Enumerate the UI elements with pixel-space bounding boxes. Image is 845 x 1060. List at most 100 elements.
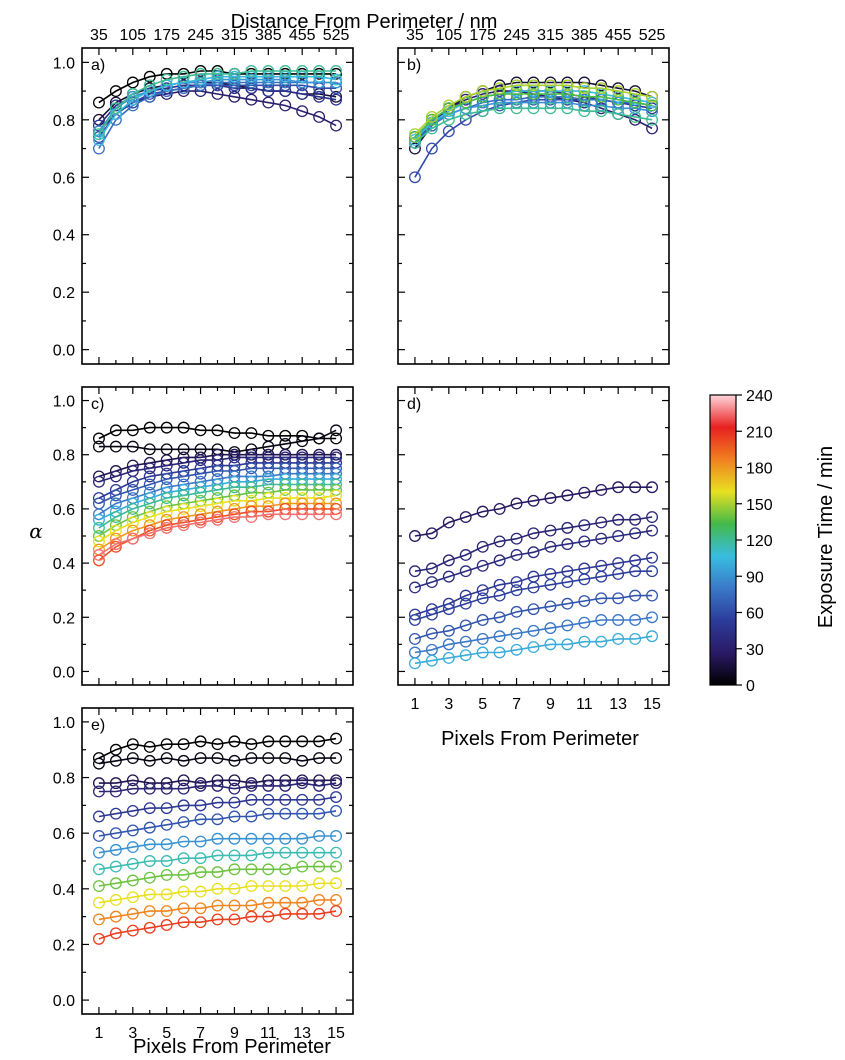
data-point — [296, 793, 309, 806]
data-point — [296, 860, 309, 873]
series-35-min — [408, 511, 659, 578]
data-point — [408, 171, 421, 184]
data-point — [578, 595, 591, 607]
data-point — [228, 849, 241, 862]
data-point — [92, 440, 105, 453]
data-point — [612, 108, 625, 121]
data-point — [245, 65, 258, 77]
data-point — [296, 907, 309, 920]
data-point — [245, 779, 258, 792]
data-point — [143, 888, 156, 901]
series-120-min — [408, 102, 659, 149]
data-point — [629, 589, 642, 602]
colorbar-tick-label: 210 — [746, 424, 773, 441]
data-point — [177, 902, 190, 915]
data-point — [143, 754, 156, 767]
data-point — [425, 654, 438, 667]
data-point — [313, 893, 326, 906]
data-point — [143, 497, 156, 510]
data-point — [313, 67, 326, 80]
data-point — [228, 882, 241, 895]
data-point — [177, 79, 190, 92]
series-100-min — [408, 630, 659, 670]
data-point — [459, 619, 472, 632]
data-point — [330, 424, 343, 437]
x-tick-label: 15 — [643, 696, 661, 713]
data-point — [262, 492, 275, 505]
data-point — [330, 877, 343, 890]
data-point — [177, 868, 190, 881]
data-point — [143, 802, 156, 815]
data-point — [408, 632, 421, 645]
data-point — [510, 584, 523, 597]
data-point — [92, 880, 105, 892]
colorbar-tick-label: 150 — [746, 497, 773, 514]
series-35-min — [92, 777, 343, 798]
data-point — [177, 443, 190, 456]
data-point — [160, 782, 173, 795]
data-point — [262, 73, 275, 86]
data-point — [578, 635, 591, 648]
data-point — [177, 835, 190, 848]
data-point — [160, 521, 173, 534]
data-point — [578, 486, 591, 499]
data-point — [527, 624, 540, 637]
data-point — [425, 113, 438, 126]
series-25-min — [408, 481, 659, 542]
data-point — [126, 857, 139, 870]
data-point — [211, 88, 224, 100]
data-point — [160, 802, 173, 815]
y-tick-label: 0.6 — [53, 502, 75, 519]
data-point — [459, 635, 472, 648]
data-point — [476, 559, 489, 572]
data-point — [160, 838, 173, 851]
data-point — [296, 65, 309, 77]
data-point — [459, 511, 472, 523]
data-point — [493, 535, 506, 548]
x-tick-label: 3 — [128, 1025, 137, 1042]
data-point — [476, 505, 489, 518]
data-point — [194, 516, 207, 529]
data-point — [544, 540, 557, 553]
data-point — [493, 611, 506, 624]
data-point — [143, 70, 156, 83]
data-point — [629, 110, 642, 123]
data-point — [143, 470, 156, 483]
data-point — [211, 511, 224, 523]
data-point — [313, 793, 326, 806]
data-point — [279, 73, 292, 86]
data-point — [330, 90, 343, 103]
data-point — [425, 527, 438, 540]
series-205-min — [92, 905, 343, 945]
data-point — [313, 735, 326, 748]
data-point — [408, 136, 421, 149]
data-point — [245, 910, 258, 923]
data-point — [279, 863, 292, 876]
series-150-min — [408, 79, 659, 141]
y-tick-label: 0.2 — [53, 610, 75, 627]
data-point — [160, 905, 173, 918]
data-point — [109, 893, 122, 906]
data-point — [262, 478, 275, 491]
data-point — [177, 774, 190, 787]
data-point — [425, 576, 438, 589]
data-point — [442, 603, 455, 616]
data-point — [561, 88, 574, 100]
data-point — [527, 76, 540, 89]
data-point — [296, 735, 309, 748]
data-point — [330, 774, 343, 787]
data-point — [211, 913, 224, 926]
data-point — [646, 96, 659, 109]
data-point — [177, 489, 190, 502]
data-point — [262, 505, 275, 518]
data-point — [194, 813, 207, 826]
data-point — [177, 852, 190, 865]
data-point — [92, 757, 105, 770]
data-point — [629, 565, 642, 578]
y-axis-title: α — [29, 519, 43, 543]
data-point — [296, 508, 309, 521]
data-point — [245, 810, 258, 823]
data-point — [561, 102, 574, 115]
top-x-tick-label: 525 — [639, 27, 666, 44]
x-tick-label: 3 — [444, 696, 453, 713]
